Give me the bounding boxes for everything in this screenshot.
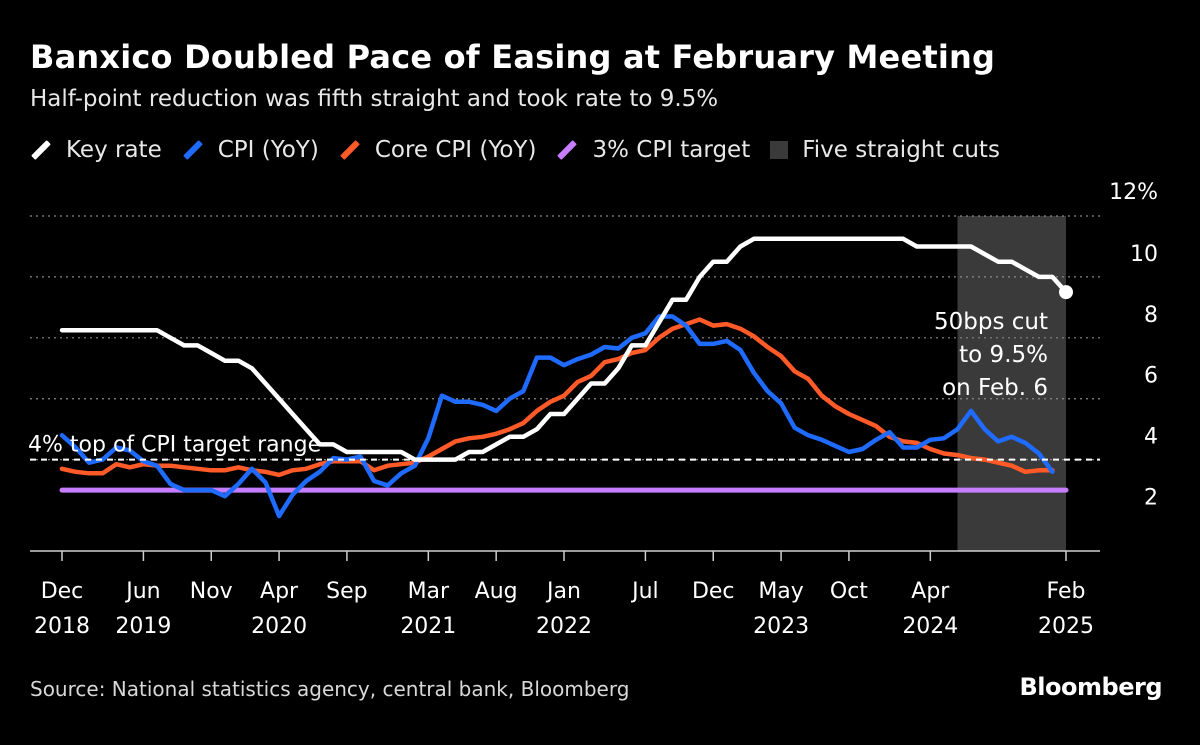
x-tick-label: Jan xyxy=(545,579,581,604)
x-tick-year-label: 2024 xyxy=(902,614,958,639)
x-tick-label: Nov xyxy=(190,579,233,604)
legend-item-five-cuts: Five straight cuts xyxy=(770,137,1000,163)
y-tick-label: 12% xyxy=(1109,180,1158,205)
chart-subtitle: Half-point reduction was fifth straight … xyxy=(30,86,719,112)
x-tick-label: May xyxy=(758,579,803,604)
legend-label-five-cuts: Five straight cuts xyxy=(802,137,1000,163)
x-tick-label: Dec xyxy=(692,579,735,604)
annotation-text: 50bps cut xyxy=(934,309,1048,335)
y-tick-label: 10 xyxy=(1130,242,1158,267)
chart-title: Banxico Doubled Pace of Easing at Februa… xyxy=(30,38,996,76)
x-tick-year-label: 2021 xyxy=(400,614,456,639)
legend-label-cpi: CPI (YoY) xyxy=(217,137,319,163)
x-tick-label: Feb xyxy=(1047,579,1086,604)
x-tick-year-label: 2020 xyxy=(251,614,307,639)
x-tick-year-label: 2019 xyxy=(115,614,171,639)
series-line-key-rate xyxy=(59,236,1069,462)
x-tick-label: Sep xyxy=(326,579,367,604)
x-tick-label: Oct xyxy=(830,579,868,604)
y-tick-label: 6 xyxy=(1144,364,1158,389)
legend-swatch-five-cuts xyxy=(770,141,789,159)
y-tick-label: 8 xyxy=(1144,303,1158,328)
key-rate-endpoint-marker xyxy=(1059,285,1073,300)
y-tick-label: 2 xyxy=(1144,486,1158,511)
legend-label-key-rate: Key rate xyxy=(66,137,162,163)
chart-legend: Key rate CPI (YoY) Core CPI (YoY) 3% CPI… xyxy=(30,137,1020,163)
x-tick-year-label: 2023 xyxy=(753,614,809,639)
x-tick-label: Apr xyxy=(911,579,950,604)
x-tick-label: Jun xyxy=(124,579,160,604)
x-tick-label: Jul xyxy=(630,579,659,604)
annotation-text: on Feb. 6 xyxy=(942,375,1048,401)
legend-label-cpi-target: 3% CPI target xyxy=(592,137,751,163)
legend-label-core-cpi: Core CPI (YoY) xyxy=(374,137,537,163)
bloomberg-logo: Bloomberg xyxy=(1019,673,1163,701)
x-tick-label: Mar xyxy=(408,579,450,604)
x-tick-year-label: 2025 xyxy=(1038,614,1094,639)
legend-item-cpi: CPI (YoY) xyxy=(182,137,319,163)
legend-item-core-cpi: Core CPI (YoY) xyxy=(339,137,537,163)
shaded-region-five-cuts xyxy=(957,216,1066,551)
x-tick-label: Apr xyxy=(260,579,299,604)
x-tick-year-label: 2018 xyxy=(34,614,90,639)
annotation-text: to 9.5% xyxy=(959,342,1048,368)
source-note: Source: National statistics agency, cent… xyxy=(30,677,630,701)
reference-line-label: 4% top of CPI target range xyxy=(28,433,321,458)
y-tick-label: 4 xyxy=(1144,425,1158,450)
legend-item-cpi-target: 3% CPI target xyxy=(556,137,750,163)
series-line-cpi-yoy xyxy=(59,314,1055,519)
x-tick-label: Dec xyxy=(41,579,84,604)
legend-item-key-rate: Key rate xyxy=(30,137,162,163)
x-tick-label: Aug xyxy=(475,579,518,604)
x-tick-year-label: 2022 xyxy=(536,614,592,639)
